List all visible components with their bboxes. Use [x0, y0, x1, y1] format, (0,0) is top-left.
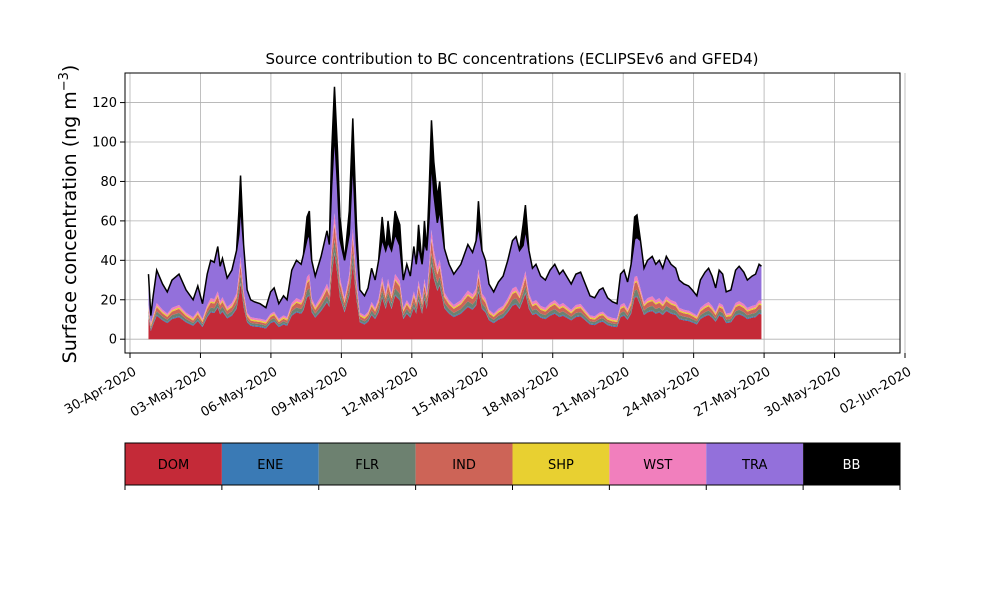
legend-swatch-ene	[221, 443, 319, 485]
x-tick-label: 12-May-2020	[339, 364, 421, 420]
legend-swatch-shp	[512, 443, 610, 485]
legend-label-dom: DOM	[158, 458, 189, 473]
x-tick-label: 02-Jun-2020	[837, 364, 914, 417]
y-tick-label: 100	[92, 136, 117, 151]
legend-label-flr: FLR	[355, 458, 379, 473]
legend-label-bb: BB	[843, 458, 861, 473]
x-tick-label: 18-May-2020	[480, 364, 562, 420]
y-tick-label: 0	[109, 333, 117, 348]
x-tick-label: 30-May-2020	[762, 364, 844, 420]
legend-label-shp: SHP	[548, 458, 574, 473]
legend-label-ind: IND	[452, 458, 476, 473]
x-tick-label: 06-May-2020	[198, 364, 280, 420]
x-tick-label: 30-Apr-2020	[62, 364, 139, 417]
x-tick-label: 09-May-2020	[269, 364, 351, 420]
y-tick-label: 40	[100, 254, 117, 269]
legend-label-tra: TRA	[741, 458, 767, 473]
chart-title: Source contribution to BC concentrations…	[265, 50, 758, 68]
legend-swatch-dom	[125, 443, 222, 485]
x-tick-label: 03-May-2020	[128, 364, 210, 420]
y-tick-label: 120	[92, 96, 117, 111]
y-tick-label: 80	[100, 175, 117, 190]
y-tick-label: 20	[100, 293, 117, 308]
x-tick-label: 21-May-2020	[551, 364, 633, 420]
legend-swatch-wst	[609, 443, 707, 485]
plot-frame	[124, 72, 901, 354]
legend-label-wst: WST	[643, 458, 672, 473]
y-axis-label: Surface concentration (ng m−3)	[57, 65, 81, 364]
legend-swatch-bb	[803, 443, 900, 485]
area-tra	[148, 132, 762, 323]
x-tick-label: 27-May-2020	[692, 364, 774, 420]
legend-swatch-tra	[706, 443, 804, 485]
y-axis-ticks: 0 20 40 60 80 100 120	[92, 96, 125, 348]
legend-colorbar: DOM ENE FLR IND SHP WST TRA BB	[124, 442, 901, 490]
legend-label-ene: ENE	[257, 458, 283, 473]
legend-swatch-ind	[415, 443, 513, 485]
x-tick-label: 24-May-2020	[621, 364, 703, 420]
x-axis-ticks: 30-Apr-202003-May-202006-May-202009-May-…	[62, 353, 914, 420]
legend-swatch-flr	[318, 443, 416, 485]
area-dom	[148, 253, 762, 340]
x-tick-label: 15-May-2020	[410, 364, 492, 420]
y-tick-label: 60	[100, 214, 117, 229]
stacked-areas	[147, 86, 762, 340]
area-bb	[147, 86, 762, 316]
